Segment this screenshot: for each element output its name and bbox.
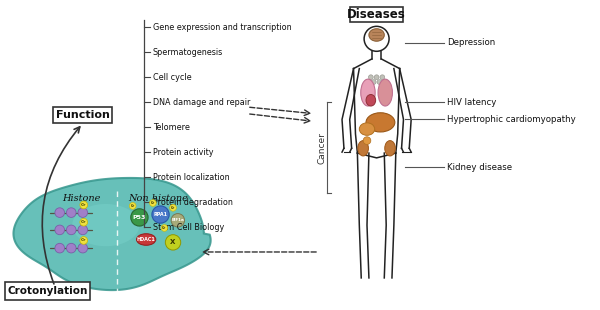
- FancyBboxPatch shape: [53, 107, 112, 123]
- Circle shape: [78, 243, 88, 253]
- Text: RPA1: RPA1: [154, 212, 167, 217]
- Circle shape: [166, 235, 181, 250]
- Text: Telomere: Telomere: [153, 123, 190, 132]
- Text: HDAC1: HDAC1: [137, 237, 155, 242]
- Circle shape: [371, 80, 376, 84]
- Text: Cancer: Cancer: [317, 132, 326, 164]
- Circle shape: [161, 225, 168, 231]
- Circle shape: [377, 80, 382, 84]
- Text: P53: P53: [133, 215, 146, 220]
- Ellipse shape: [137, 234, 156, 245]
- Ellipse shape: [358, 141, 368, 156]
- Circle shape: [67, 225, 76, 235]
- Text: X: X: [170, 239, 176, 246]
- PathPatch shape: [13, 178, 211, 290]
- Circle shape: [380, 75, 385, 80]
- Text: Protein localization: Protein localization: [153, 173, 229, 182]
- Circle shape: [130, 202, 136, 209]
- Circle shape: [131, 209, 148, 226]
- Text: Cr: Cr: [81, 238, 86, 242]
- Text: Cr: Cr: [131, 204, 135, 208]
- Text: Cr: Cr: [151, 201, 155, 205]
- Text: DNA damage and repair: DNA damage and repair: [153, 98, 250, 107]
- Circle shape: [55, 208, 65, 217]
- Circle shape: [80, 218, 88, 226]
- Circle shape: [67, 243, 76, 253]
- Ellipse shape: [385, 141, 395, 156]
- Circle shape: [80, 201, 88, 209]
- Text: Stem Cell Biology: Stem Cell Biology: [153, 223, 224, 232]
- Text: Kidney disease: Kidney disease: [446, 163, 512, 172]
- Text: Cell cycle: Cell cycle: [153, 73, 191, 82]
- Text: Depression: Depression: [446, 38, 495, 47]
- Text: HIV latency: HIV latency: [446, 98, 496, 107]
- Circle shape: [55, 225, 65, 235]
- Text: Cr: Cr: [81, 220, 86, 224]
- Circle shape: [363, 137, 371, 144]
- Text: Hypertrophic cardiomyopathy: Hypertrophic cardiomyopathy: [446, 115, 575, 124]
- Ellipse shape: [366, 95, 376, 106]
- Circle shape: [152, 206, 169, 223]
- Circle shape: [55, 243, 65, 253]
- Circle shape: [171, 214, 185, 227]
- Ellipse shape: [359, 123, 374, 135]
- Text: Cr: Cr: [81, 203, 86, 207]
- Circle shape: [364, 26, 389, 51]
- Circle shape: [78, 225, 88, 235]
- Text: Diseases: Diseases: [347, 8, 406, 21]
- FancyBboxPatch shape: [350, 7, 403, 21]
- Circle shape: [80, 237, 88, 244]
- Text: Spermatogenesis: Spermatogenesis: [153, 48, 223, 57]
- Text: Protein degradation: Protein degradation: [153, 197, 233, 206]
- Circle shape: [170, 205, 176, 211]
- Text: Crotonylation: Crotonylation: [8, 286, 88, 296]
- Ellipse shape: [369, 29, 384, 41]
- Text: Cr: Cr: [171, 206, 175, 210]
- Text: Non histone: Non histone: [128, 194, 188, 203]
- Ellipse shape: [361, 79, 375, 106]
- Text: Cr: Cr: [162, 226, 167, 230]
- Text: Gene expression and transcription: Gene expression and transcription: [153, 23, 292, 32]
- Ellipse shape: [366, 113, 395, 132]
- Text: Protein activity: Protein activity: [153, 148, 214, 157]
- Ellipse shape: [378, 79, 392, 106]
- Text: EIF1a: EIF1a: [172, 218, 184, 222]
- Circle shape: [67, 208, 76, 217]
- Circle shape: [374, 75, 379, 80]
- Circle shape: [149, 200, 156, 206]
- FancyBboxPatch shape: [5, 282, 90, 300]
- Circle shape: [78, 208, 88, 217]
- Circle shape: [368, 75, 373, 80]
- Text: Function: Function: [56, 110, 110, 120]
- PathPatch shape: [72, 204, 139, 246]
- Text: Histone: Histone: [62, 194, 100, 203]
